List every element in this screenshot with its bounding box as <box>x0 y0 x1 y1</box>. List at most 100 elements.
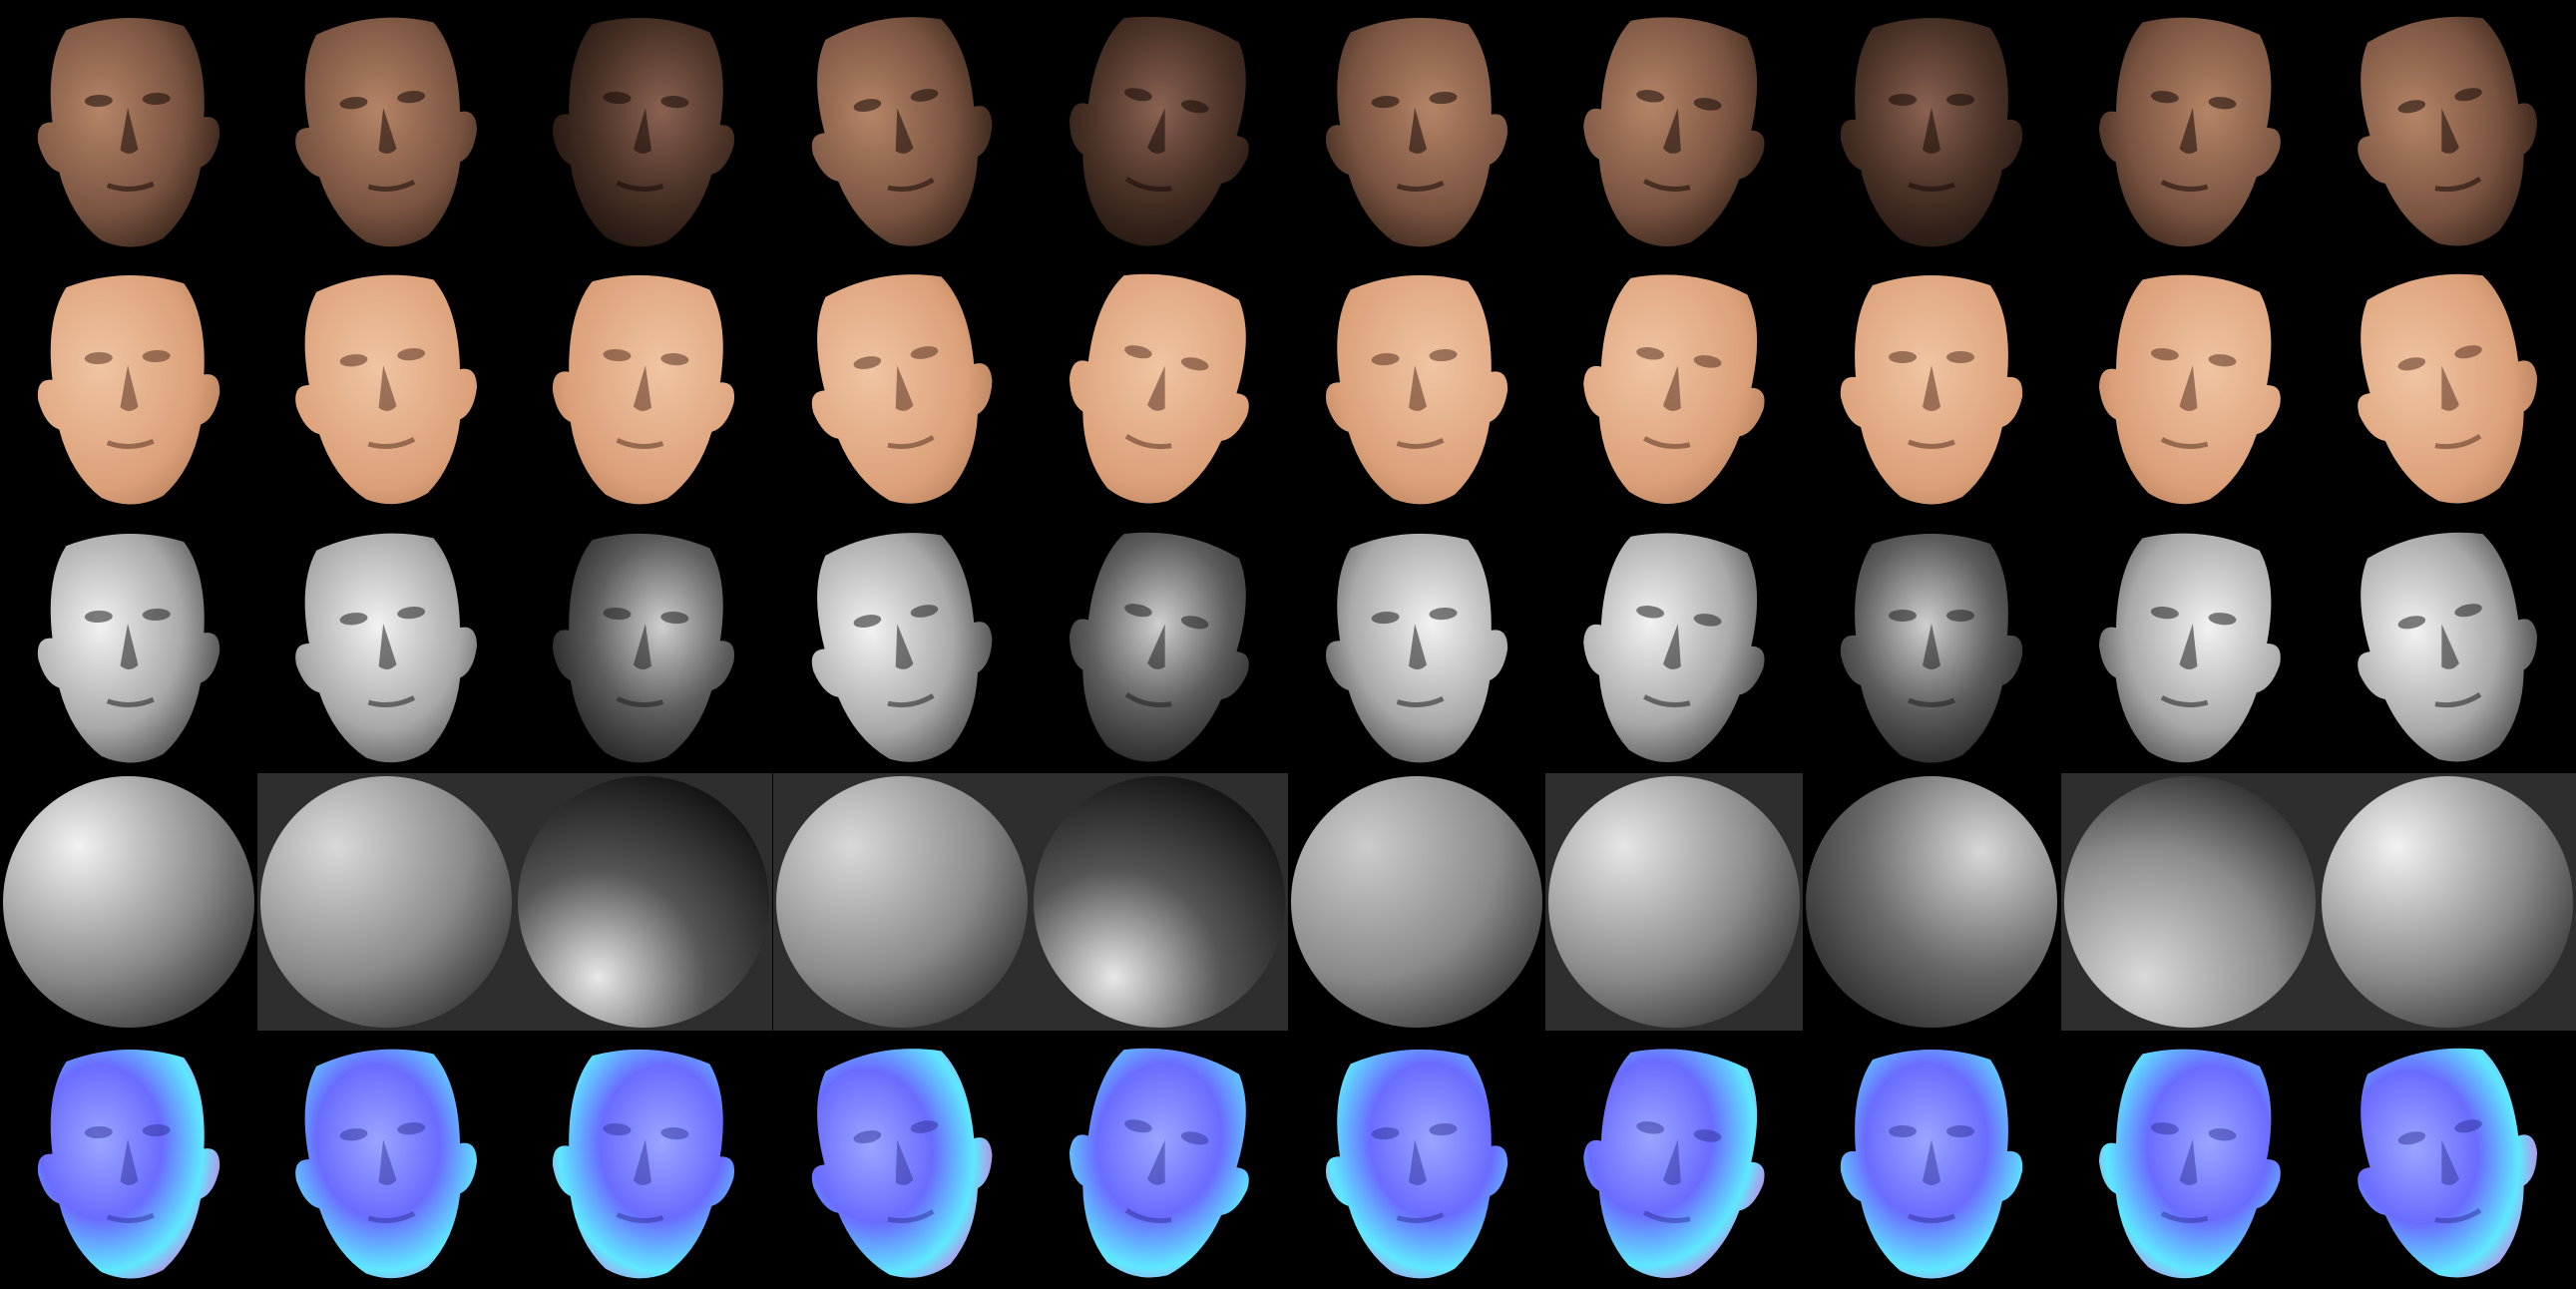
lighting-sphere-cell <box>1545 773 1803 1032</box>
eye-shape <box>84 352 113 365</box>
lighting-sphere-image <box>3 776 254 1029</box>
lighting-sphere <box>1548 776 1800 1029</box>
albedo-face-image <box>295 275 478 505</box>
nose-shape <box>1409 623 1428 669</box>
shaded-face-cell <box>1031 0 1288 257</box>
nose-shape <box>378 108 397 154</box>
nose-shape <box>2441 1139 2459 1185</box>
nose-shape <box>2179 365 2198 412</box>
eye-shape <box>1124 1118 1152 1132</box>
nose-shape <box>1409 108 1428 154</box>
mouth-shape <box>1124 434 1172 450</box>
eye-shape <box>1429 1122 1458 1135</box>
normal-map-face-image <box>37 1049 220 1279</box>
eye-shape <box>397 606 426 620</box>
eye-shape <box>1124 345 1152 359</box>
shaded-face-cell <box>1288 0 1545 257</box>
shading-face-cell <box>0 516 257 773</box>
nose-shape <box>633 1138 651 1185</box>
shading-face-image <box>552 533 734 763</box>
eye-shape <box>1124 88 1152 102</box>
shading-face-image <box>2098 533 2281 762</box>
eye-shape <box>339 612 368 626</box>
albedo-face-image <box>811 274 993 505</box>
mouth-shape <box>1124 1207 1172 1223</box>
eye-shape <box>1889 351 1917 364</box>
albedo-face-cell <box>1545 257 1803 515</box>
face-silhouette <box>2358 1048 2538 1277</box>
shading-face-cell <box>2061 516 2319 773</box>
eye-shape <box>339 97 368 110</box>
eye-shape <box>1636 1120 1665 1134</box>
face-silhouette <box>1583 1049 1765 1278</box>
lighting-sphere-cell <box>2319 773 2576 1032</box>
eye-shape <box>1636 90 1665 103</box>
eye-shape <box>2397 100 2426 114</box>
albedo-face-image <box>1840 275 2023 505</box>
nose-shape <box>120 1138 139 1185</box>
albedo-face-cell <box>1288 257 1545 515</box>
shaded-face-image <box>552 17 734 247</box>
eye-shape <box>2208 1127 2237 1140</box>
mouth-shape <box>887 435 935 450</box>
normal-map-face-cell <box>0 1032 257 1289</box>
mouth-shape <box>367 1210 416 1223</box>
nose-shape <box>1409 1138 1428 1185</box>
nose-shape <box>895 624 914 669</box>
eye-shape <box>603 607 632 620</box>
shaded-face-cell <box>0 0 257 257</box>
shading-face-image <box>1069 532 1249 762</box>
eye-shape <box>1636 347 1665 360</box>
shading-face-image <box>1326 533 1508 763</box>
nose-shape <box>1662 624 1681 669</box>
normal-map-face-cell <box>1803 1032 2060 1289</box>
shaded-face-image <box>1840 18 2023 247</box>
row-lighting-sphere <box>0 773 2576 1032</box>
eye-shape <box>1946 94 1974 106</box>
nose-shape <box>378 365 397 412</box>
eye-shape <box>397 1121 426 1134</box>
mouth-shape <box>106 1212 155 1223</box>
mouth-shape <box>1643 1209 1691 1223</box>
lighting-sphere-image <box>1548 776 1800 1029</box>
eye-shape <box>2150 1121 2179 1134</box>
mouth-shape <box>2160 437 2209 450</box>
mouth-shape <box>1643 179 1691 192</box>
lighting-sphere-cell <box>1031 773 1288 1032</box>
eye-shape <box>2150 91 2179 104</box>
nose-shape <box>1662 365 1681 412</box>
lighting-sphere <box>518 776 769 1029</box>
eye-shape <box>1180 357 1209 371</box>
albedo-face-image <box>37 275 220 505</box>
normal-map-face-cell <box>1545 1032 1803 1289</box>
mouth-shape <box>2434 177 2482 193</box>
mouth-shape <box>887 1208 935 1223</box>
nose-shape <box>378 1138 397 1185</box>
eye-shape <box>1371 96 1400 109</box>
eye-shape <box>142 92 171 106</box>
shaded-face-cell <box>773 0 1031 257</box>
mouth-shape <box>367 180 416 193</box>
albedo-face-image <box>1583 274 1765 505</box>
eye-shape <box>853 356 882 370</box>
eye-shape <box>142 350 171 363</box>
nose-shape <box>1147 1139 1165 1185</box>
shading-face-image <box>37 533 220 763</box>
lighting-sphere <box>2322 776 2573 1029</box>
albedo-face-image <box>2358 274 2538 504</box>
eye-shape <box>1889 1124 1917 1137</box>
eye-shape <box>142 1123 171 1136</box>
normal-map-face-image <box>1840 1049 2023 1279</box>
normal-map-face-cell <box>257 1032 515 1289</box>
face-silhouette <box>1326 1049 1508 1278</box>
nose-shape <box>2179 623 2198 669</box>
eye-shape <box>2397 357 2426 371</box>
lighting-sphere <box>1806 776 2057 1029</box>
eye-shape <box>603 91 632 105</box>
nose-shape <box>2441 365 2459 412</box>
normal-map-face-cell <box>1288 1032 1545 1289</box>
eye-shape <box>1124 603 1152 618</box>
eye-shape <box>2150 348 2179 361</box>
normal-map-face-image <box>2358 1048 2538 1277</box>
eye-shape <box>1180 100 1209 114</box>
